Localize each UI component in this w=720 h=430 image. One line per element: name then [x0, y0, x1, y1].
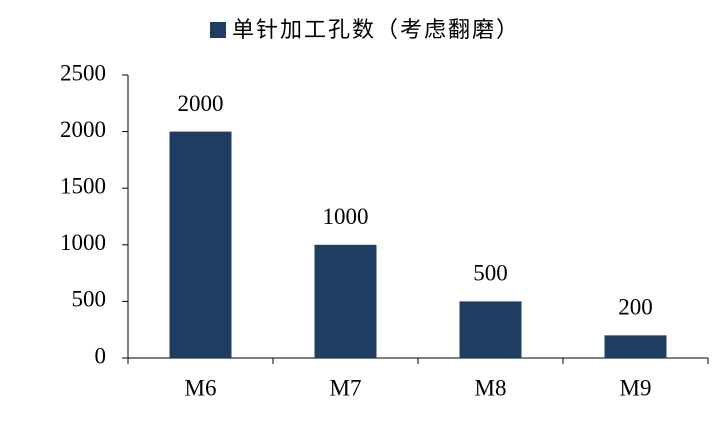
x-tick-label: M8: [475, 375, 507, 400]
legend: 单针加工孔数（考虑翻磨）: [210, 18, 520, 43]
y-tick-label: 0: [95, 343, 107, 368]
y-tick-label: 1000: [60, 230, 106, 255]
y-tick-label: 2000: [60, 117, 106, 142]
x-tick-label: M9: [620, 375, 652, 400]
legend-label: 单针加工孔数（考虑翻磨）: [232, 18, 520, 43]
data-label: 1000: [323, 204, 369, 229]
data-label: 200: [618, 295, 653, 320]
bar: [459, 301, 522, 358]
data-label: 500: [473, 261, 508, 286]
y-tick-label: 1500: [60, 173, 106, 198]
bar: [169, 131, 232, 358]
x-tick-label: M7: [330, 375, 362, 400]
legend-swatch: [210, 22, 226, 38]
y-tick-label: 2500: [60, 60, 106, 85]
data-label: 2000: [178, 91, 224, 116]
bar: [314, 244, 377, 358]
x-tick-label: M6: [185, 375, 217, 400]
y-tick-label: 500: [72, 287, 107, 312]
bar: [604, 335, 667, 358]
